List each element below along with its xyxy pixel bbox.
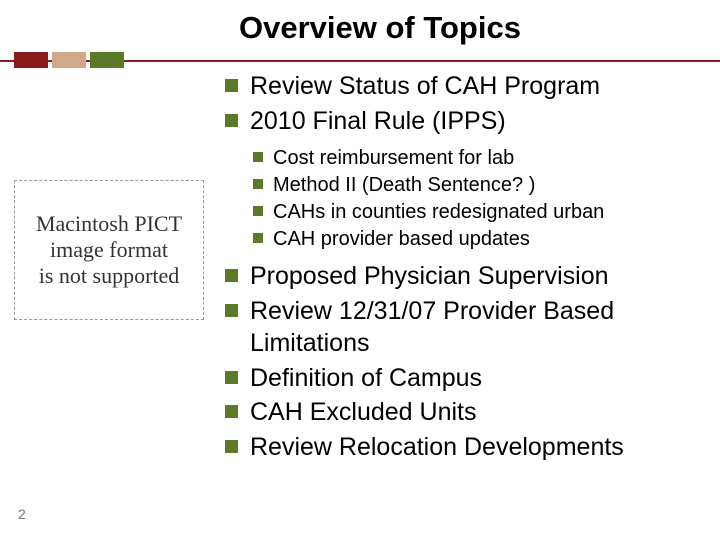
placeholder-line: is not supported — [36, 263, 182, 289]
accent-square-3 — [90, 52, 124, 68]
accent-square-2 — [52, 52, 86, 68]
bullet-level1: 2010 Final Rule (IPPS) — [225, 105, 696, 138]
bullet-text: CAH provider based updates — [273, 226, 530, 252]
bullet-text: Definition of Campus — [250, 362, 482, 395]
placeholder-line: Macintosh PICT — [36, 211, 182, 237]
title-area: Overview of Topics — [0, 0, 720, 70]
placeholder-text: Macintosh PICT image format is not suppo… — [36, 211, 182, 289]
accent-square-1 — [14, 52, 48, 68]
bullet-text: 2010 Final Rule (IPPS) — [250, 105, 506, 138]
bullet-marker-icon — [225, 371, 238, 384]
bullet-text: Method II (Death Sentence? ) — [273, 172, 535, 198]
missing-image-placeholder: Macintosh PICT image format is not suppo… — [14, 180, 204, 320]
bullet-text: Proposed Physician Supervision — [250, 260, 609, 293]
slide: Overview of Topics Review Status of CAH … — [0, 0, 720, 540]
bullet-marker-icon — [253, 152, 263, 162]
bullet-level1: Review Relocation Developments — [225, 431, 696, 464]
slide-number: 2 — [18, 506, 26, 522]
bullet-level2: Cost reimbursement for lab — [253, 145, 696, 171]
bullet-marker-icon — [225, 440, 238, 453]
bullet-marker-icon — [253, 179, 263, 189]
accent-squares — [0, 52, 124, 68]
bullet-level1: Review Status of CAH Program — [225, 70, 696, 103]
bullet-marker-icon — [225, 114, 238, 127]
bullet-text: CAHs in counties redesignated urban — [273, 199, 604, 225]
bullet-text: Review 12/31/07 Provider Based Limitatio… — [250, 295, 696, 360]
bullet-level2: CAHs in counties redesignated urban — [253, 199, 696, 225]
bullet-level1: Review 12/31/07 Provider Based Limitatio… — [225, 295, 696, 360]
bullet-marker-icon — [225, 405, 238, 418]
bullet-text: Review Status of CAH Program — [250, 70, 600, 103]
bullet-level2: CAH provider based updates — [253, 226, 696, 252]
slide-title: Overview of Topics — [40, 10, 720, 46]
bullet-marker-icon — [225, 304, 238, 317]
accent-row — [0, 52, 720, 70]
bullet-text: CAH Excluded Units — [250, 396, 476, 429]
bullet-text: Review Relocation Developments — [250, 431, 624, 464]
bullet-level1: CAH Excluded Units — [225, 396, 696, 429]
content-area: Review Status of CAH Program2010 Final R… — [225, 70, 696, 465]
bullet-level2: Method II (Death Sentence? ) — [253, 172, 696, 198]
bullet-marker-icon — [225, 79, 238, 92]
bullet-text: Cost reimbursement for lab — [273, 145, 514, 171]
bullet-level1: Definition of Campus — [225, 362, 696, 395]
bullet-marker-icon — [225, 269, 238, 282]
bullet-level1: Proposed Physician Supervision — [225, 260, 696, 293]
bullet-marker-icon — [253, 233, 263, 243]
bullet-marker-icon — [253, 206, 263, 216]
placeholder-line: image format — [36, 237, 182, 263]
